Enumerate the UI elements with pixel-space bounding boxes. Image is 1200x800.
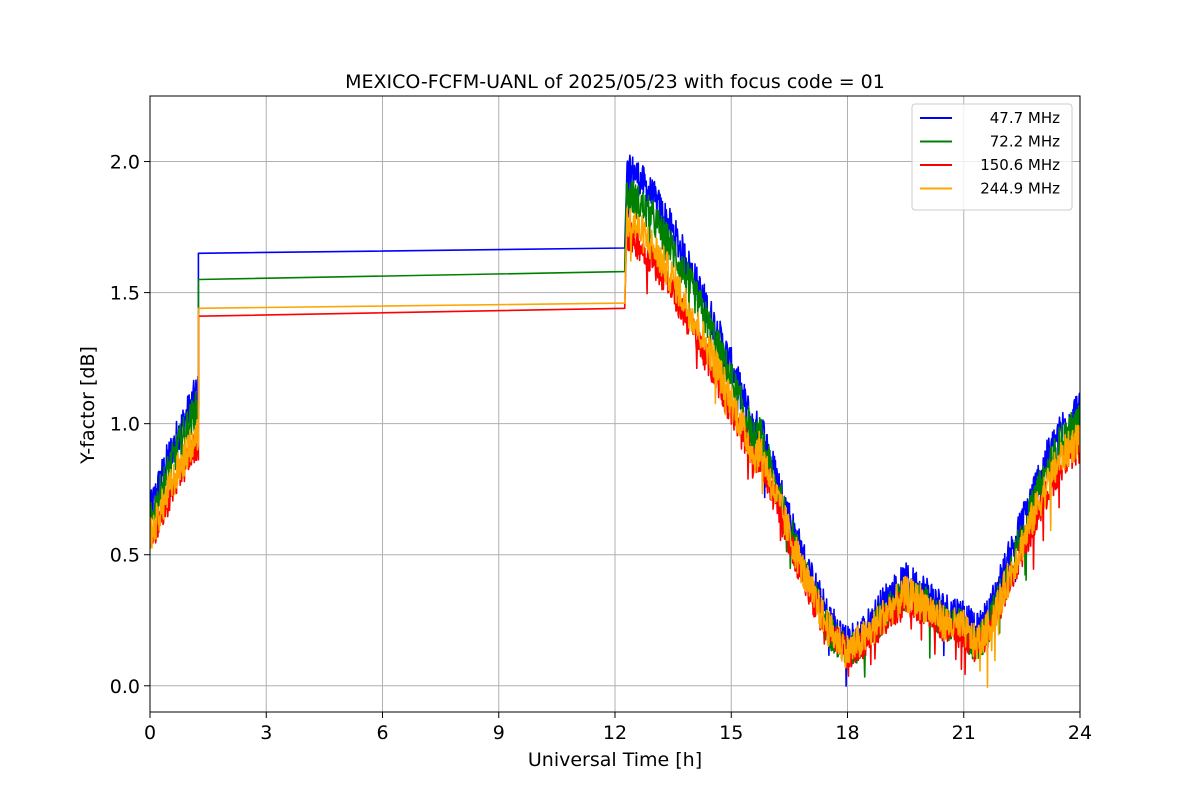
legend-item: 244.9 MHz xyxy=(920,180,1060,198)
y-axis: 0.0 0.5 1.0 1.5 2.0 xyxy=(110,152,150,698)
y-axis-label: Y-factor [dB] xyxy=(77,346,99,465)
x-tick-label: 21 xyxy=(952,722,976,744)
x-tick-label: 0 xyxy=(144,722,156,744)
x-tick-label: 24 xyxy=(1068,722,1092,744)
legend-item: 47.7 MHz xyxy=(920,109,1060,127)
legend-label: 150.6 MHz xyxy=(980,156,1060,174)
legend-label: 47.7 MHz xyxy=(990,109,1060,127)
legend-item: 72.2 MHz xyxy=(920,133,1060,151)
x-tick-label: 9 xyxy=(493,722,505,744)
legend-label: 72.2 MHz xyxy=(990,133,1060,151)
y-tick-label: 0.5 xyxy=(110,545,140,567)
legend: 47.7 MHz 72.2 MHz 150.6 MHz 244.9 MHz xyxy=(911,103,1073,211)
legend-box xyxy=(911,103,1073,211)
series-line xyxy=(150,207,1080,688)
y-tick-label: 1.5 xyxy=(110,283,140,305)
series-layer xyxy=(150,154,1080,688)
x-tick-label: 3 xyxy=(260,722,272,744)
x-tick-label: 15 xyxy=(719,722,743,744)
legend-label: 244.9 MHz xyxy=(980,180,1060,198)
x-tick-label: 12 xyxy=(603,722,627,744)
y-tick-label: 1.0 xyxy=(110,414,140,436)
legend-item: 150.6 MHz xyxy=(920,156,1060,174)
y-tick-label: 2.0 xyxy=(110,152,140,174)
y-tick-label: 0.0 xyxy=(110,676,140,698)
series-244.9-mhz xyxy=(150,207,1080,688)
chart-title: MEXICO-FCFM-UANL of 2025/05/23 with focu… xyxy=(345,71,885,93)
x-tick-label: 6 xyxy=(376,722,388,744)
x-axis: 0 3 6 9 12 15 18 21 24 xyxy=(144,712,1092,744)
x-axis-label: Universal Time [h] xyxy=(528,749,702,771)
x-tick-label: 18 xyxy=(835,722,859,744)
